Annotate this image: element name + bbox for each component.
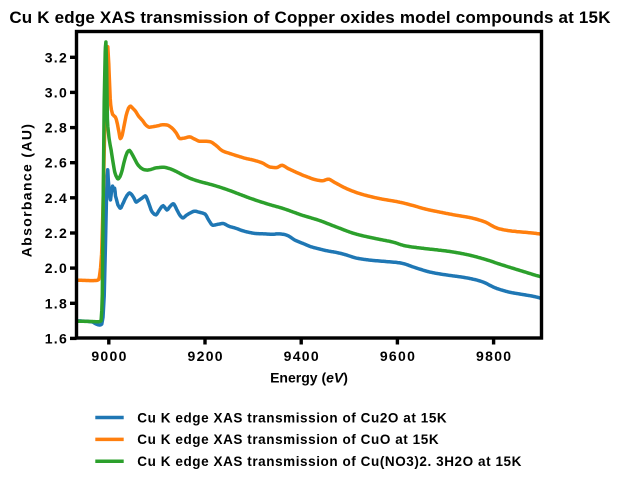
- svg-text:9400: 9400: [284, 348, 320, 364]
- svg-text:9000: 9000: [91, 348, 127, 364]
- svg-text:Cu K edge XAS transmission of: Cu K edge XAS transmission of Cu(NO3)2. …: [137, 454, 522, 469]
- svg-text:1.8: 1.8: [45, 295, 68, 311]
- svg-text:Cu K edge XAS transmission of: Cu K edge XAS transmission of Copper oxi…: [9, 8, 611, 27]
- svg-text:Energy (eV): Energy (eV): [270, 370, 348, 386]
- svg-text:2.0: 2.0: [45, 260, 68, 276]
- svg-text:Cu K edge XAS transmission of: Cu K edge XAS transmission of CuO at 15K: [137, 432, 439, 447]
- svg-text:9800: 9800: [476, 348, 512, 364]
- svg-text:2.2: 2.2: [45, 225, 68, 241]
- svg-text:3.0: 3.0: [45, 84, 68, 100]
- svg-text:Cu K edge XAS transmission of: Cu K edge XAS transmission of Cu2O at 15…: [137, 410, 447, 425]
- svg-text:9200: 9200: [188, 348, 224, 364]
- svg-text:3.2: 3.2: [45, 49, 68, 65]
- svg-text:2.6: 2.6: [45, 155, 68, 171]
- svg-text:2.8: 2.8: [45, 120, 68, 136]
- svg-text:9600: 9600: [380, 348, 416, 364]
- svg-text:1.6: 1.6: [45, 330, 68, 346]
- svg-text:Absorbance (AU): Absorbance (AU): [19, 123, 35, 258]
- svg-text:2.4: 2.4: [45, 190, 68, 206]
